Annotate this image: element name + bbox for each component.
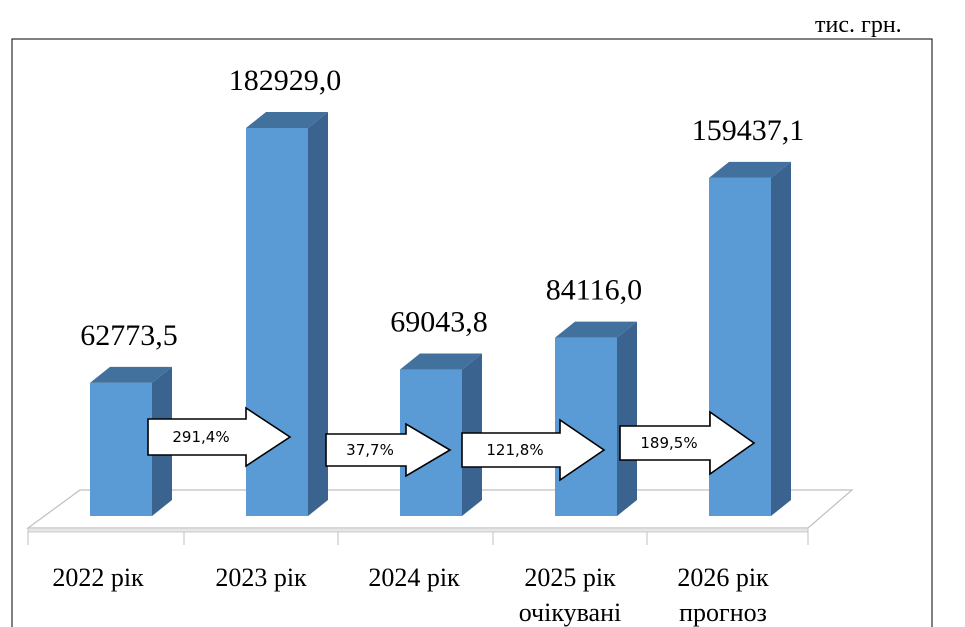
bar	[90, 382, 152, 516]
growth-label: 291,4%	[172, 428, 229, 446]
bar-side	[308, 112, 328, 516]
growth-label: 189,5%	[640, 434, 697, 452]
chart-floor-edge	[27, 527, 809, 533]
growth-arrow	[147, 406, 292, 468]
value-label: 62773,5	[80, 319, 178, 352]
category-label: 2023 рік	[215, 563, 307, 592]
value-label: 182929,0	[229, 64, 342, 97]
bar-top	[246, 112, 328, 128]
category-label: очікувані	[519, 598, 622, 627]
category-label: 2024 рік	[368, 563, 460, 592]
category-label: прогноз	[679, 598, 767, 627]
growth-label: 121,8%	[486, 441, 543, 459]
category-label: 2026 рік	[677, 563, 769, 592]
chart-frame	[11, 38, 933, 627]
value-label: 84116,0	[546, 274, 642, 307]
growth-label: 37,7%	[346, 441, 394, 459]
unit-label: тис. грн.	[815, 12, 902, 38]
growth-arrow	[325, 422, 452, 478]
bar-side	[617, 321, 637, 516]
bar-top	[709, 161, 791, 178]
growth-arrow	[619, 410, 756, 476]
bar-side	[771, 161, 791, 516]
growth-arrow	[461, 418, 606, 482]
bar-top	[555, 321, 637, 338]
category-label: 2022 рік	[52, 563, 144, 592]
value-label: 159437,1	[692, 114, 805, 147]
bar-top	[400, 353, 482, 370]
value-label: 69043,8	[390, 306, 488, 339]
bar-top	[90, 366, 172, 383]
category-label: 2025 рік	[524, 563, 616, 592]
